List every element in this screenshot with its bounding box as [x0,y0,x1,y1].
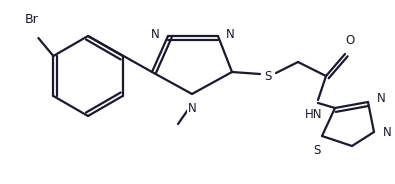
Text: O: O [345,34,355,47]
Text: Br: Br [24,13,38,26]
Text: S: S [313,144,321,157]
Text: N: N [226,27,235,40]
Text: S: S [264,70,272,82]
Text: N: N [377,91,386,105]
Text: N: N [151,27,160,40]
Text: N: N [188,102,196,115]
Text: HN: HN [305,108,323,121]
Text: N: N [383,125,392,139]
